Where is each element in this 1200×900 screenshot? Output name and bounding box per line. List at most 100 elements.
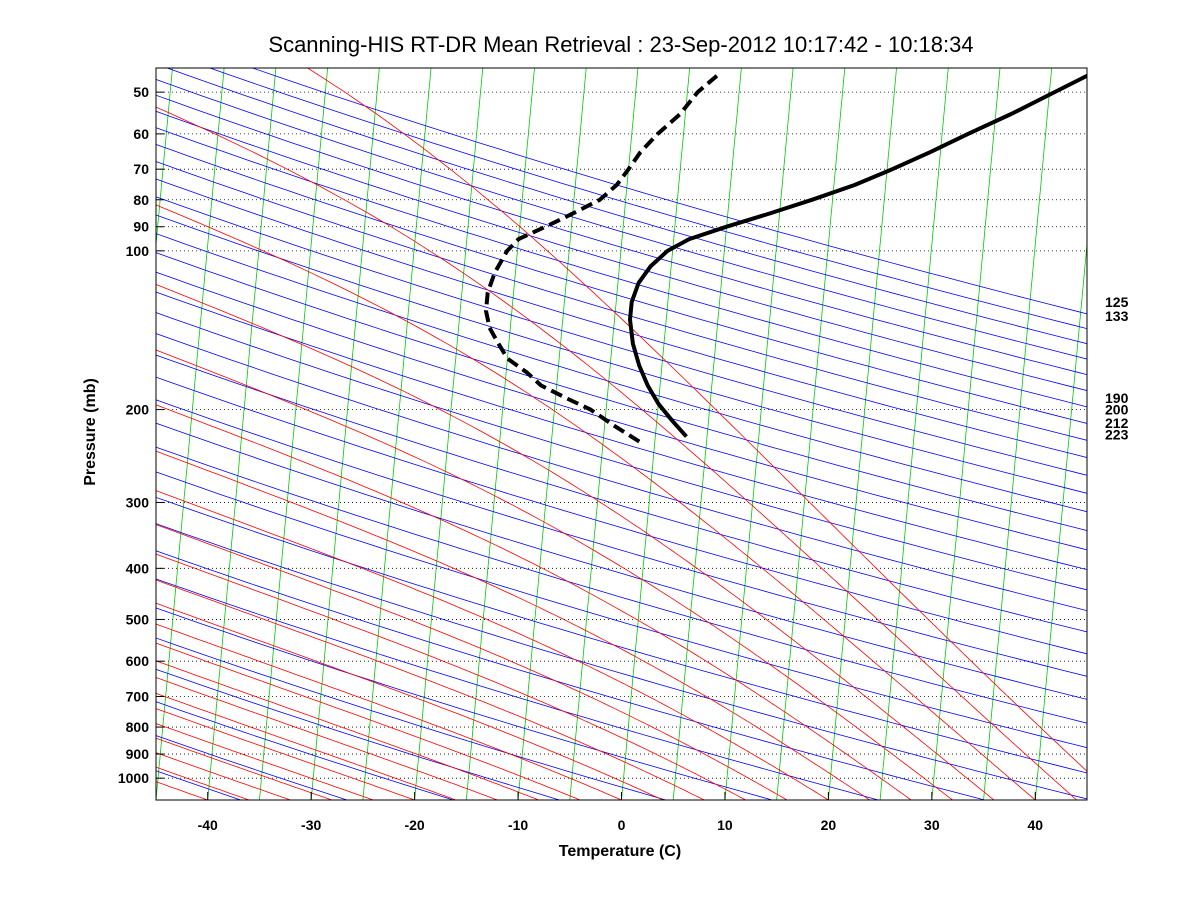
moist-adiabat--28: [156, 737, 333, 800]
isotherm-30: [931, 68, 1001, 800]
right-label: 212: [1105, 415, 1129, 431]
isotherm-35: [983, 68, 1053, 800]
right-label: 125: [1105, 294, 1129, 310]
dry-adiabat-470: [156, 178, 1087, 458]
isotherm-5: [672, 68, 742, 800]
right-label: 190: [1105, 390, 1129, 406]
x-tick-label: 0: [618, 817, 626, 833]
moist-adiabat-12: [156, 553, 746, 800]
isotherm--25: [362, 68, 432, 800]
dry-adiabat-280: [156, 607, 774, 800]
isotherm-0: [621, 68, 691, 800]
right-label: 200: [1105, 402, 1129, 418]
dry-adiabat-430: [156, 252, 1087, 531]
y-tick-label: 80: [133, 192, 149, 208]
y-tick-label: 300: [126, 494, 150, 510]
sounding-profiles: [484, 71, 1087, 444]
y-axis-ticks: 50 60 70 80 90 100 200 300 400 500 600 700 800 900 100…: [118, 84, 164, 786]
moist-adiabat-8: [156, 579, 705, 800]
dry-adiabat-490: [156, 144, 1087, 424]
isotherm--10: [517, 68, 587, 800]
y-tick-label: 200: [126, 402, 150, 418]
moist-adiabat--36: [156, 766, 250, 800]
dry-adiabat-540: [166, 68, 1087, 345]
dry-adiabat-300: [156, 550, 987, 800]
y-tick-label: 70: [133, 161, 149, 177]
y-tick-label: 600: [126, 653, 150, 669]
x-axis-label: Temperature (C): [559, 843, 681, 860]
dry-adiabat-560: [251, 68, 1087, 315]
dry-adiabat-400: [156, 312, 1087, 591]
isotherm-15: [776, 68, 846, 800]
moist-adiabat-0: [156, 623, 622, 800]
dry-adiabat-510: [156, 110, 1087, 391]
y-tick-label: 900: [126, 746, 150, 762]
moist-adiabat--24: [156, 723, 374, 800]
x-tick-label: -40: [198, 817, 218, 833]
right-label: 133: [1105, 308, 1129, 324]
moist-adiabat-28: [156, 404, 912, 800]
moist-adiabat--32: [156, 752, 291, 800]
y-axis-label: Pressure (mb): [82, 378, 99, 486]
moist-adiabat-24: [156, 450, 871, 800]
moist-adiabat--12: [156, 677, 498, 800]
dry-adiabat-370: [156, 376, 1087, 655]
moist-adiabat--16: [156, 692, 457, 800]
dry-adiabat-270: [156, 637, 668, 800]
chart-title: Scanning-HIS RT-DR Mean Retrieval : 23-S…: [268, 32, 973, 57]
y-tick-label: 500: [126, 611, 150, 627]
thermo-background-lines: [0, 41, 1087, 806]
y-tick-label: 100: [126, 243, 150, 259]
y-tick-label: 400: [126, 560, 150, 576]
x-axis-ticks: -40 -30 -20 -10 0 10 20 30 40: [198, 792, 1043, 833]
isotherm--45: [156, 68, 225, 800]
isotherm--50: [156, 68, 173, 249]
right-label: 223: [1105, 427, 1129, 443]
moist-adiabat-32: [156, 349, 953, 800]
y-tick-label: 60: [133, 126, 149, 142]
isotherm--15: [465, 68, 535, 800]
dry-adiabat-330: [156, 471, 1087, 749]
x-tick-label: -20: [404, 817, 424, 833]
dry-adiabat-290: [156, 578, 881, 800]
moist-adiabat--8: [156, 660, 539, 800]
dry-adiabat-380: [156, 354, 1087, 633]
y-tick-label: 50: [133, 84, 149, 100]
x-tick-label: 10: [717, 817, 733, 833]
dry-adiabat-420: [156, 271, 1087, 551]
plot-frame: [155, 67, 1088, 801]
dry-adiabat-480: [156, 161, 1087, 441]
moist-adiabat-36: [156, 283, 995, 800]
moist-adiabat-40: [156, 204, 1036, 800]
pressure-gridlines: [156, 91, 1087, 779]
dry-adiabat-450: [156, 214, 1087, 494]
isotherm-10: [724, 68, 794, 800]
dry-adiabat-460: [156, 196, 1087, 476]
series-line-1: [628, 73, 1087, 438]
moist-adiabat--20: [156, 708, 415, 800]
isotherm--30: [310, 68, 380, 800]
dry-adiabat-320: [156, 496, 1087, 774]
x-tick-label: 30: [924, 817, 940, 833]
dry-adiabat-350: [156, 422, 1087, 700]
series-line-2: [484, 71, 722, 444]
moist-adiabat--40: [156, 781, 208, 800]
moist-adiabat-20: [156, 490, 829, 800]
moist-adiabat-16: [156, 524, 788, 800]
dry-adiabat-530: [156, 78, 1087, 360]
moist-adiabat-44: [156, 106, 1077, 800]
x-tick-label: 40: [1027, 817, 1043, 833]
y-tick-label: 700: [126, 688, 150, 704]
y-tick-label: 90: [133, 219, 149, 235]
isotherm--60: [0, 41, 71, 806]
dry-adiabat-440: [156, 233, 1087, 513]
isotherm--65: [0, 41, 20, 806]
dry-adiabat-390: [156, 333, 1087, 612]
dry-adiabat-410: [156, 291, 1087, 571]
isotherm--40: [207, 68, 277, 800]
x-tick-label: 20: [821, 817, 837, 833]
moist-adiabat-48: [306, 68, 1087, 772]
dry-adiabat-500: [156, 127, 1087, 408]
